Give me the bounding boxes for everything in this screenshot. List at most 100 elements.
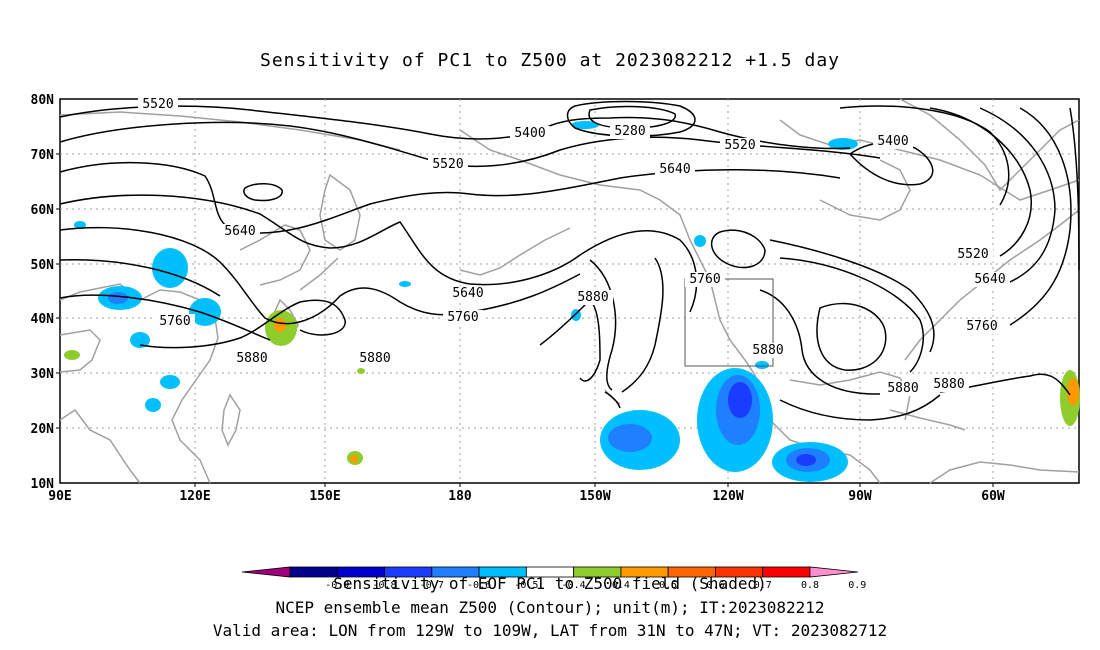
- contour-label-bg: [720, 138, 760, 153]
- contour-label: 5520: [724, 138, 755, 153]
- colorbar-tick-label: 0.9: [848, 580, 866, 591]
- contour-label: 5880: [236, 351, 267, 366]
- colorbar-arrow-high: [809, 566, 859, 578]
- lat-label: 70N: [31, 148, 55, 163]
- contour-line: [779, 394, 941, 421]
- shade-blue-r: [828, 138, 858, 150]
- colorbar-tick-label: -0.6: [467, 580, 491, 591]
- contour-label: 5640: [224, 224, 255, 239]
- coastline-philippines: [221, 393, 241, 447]
- shade-blue-u: [755, 361, 769, 369]
- shade-orange-b: [1067, 378, 1079, 406]
- lon-label: 150W: [579, 489, 610, 504]
- coastline-kuril: [299, 257, 339, 291]
- lat-label: 40N: [31, 312, 55, 327]
- lat-label: 50N: [31, 258, 55, 273]
- contour-line: [604, 391, 621, 409]
- colorbar-tick-label: -0.4: [562, 580, 586, 591]
- coastline-se-asia: [59, 408, 141, 484]
- contour-line: [59, 294, 271, 341]
- contour-line: [621, 257, 664, 393]
- sensitivity-shading: [64, 121, 1080, 482]
- colorbar-tick-label: -0.9: [325, 580, 349, 591]
- contour-label: 5880: [887, 381, 918, 396]
- contour-label: 5400: [514, 126, 545, 141]
- contour-label: 5280: [614, 124, 645, 139]
- contour-line: [710, 229, 766, 269]
- contour-line: [59, 194, 698, 313]
- contour-line: [59, 259, 221, 297]
- shade-blue-q: [571, 121, 599, 129]
- colorbar-tick-label: 0.8: [801, 580, 819, 591]
- shade-blue-s: [694, 235, 706, 247]
- lon-label: 60W: [981, 489, 1005, 504]
- coastline-kamchatka: [319, 173, 361, 251]
- lat-label: 30N: [31, 367, 55, 382]
- contour-label: 5640: [659, 162, 690, 177]
- contour-label-bg: [138, 97, 178, 112]
- contour-label: 5520: [142, 97, 173, 112]
- shade-blue-m: [130, 332, 150, 348]
- contour-label: 5880: [577, 290, 608, 305]
- contour-line: [59, 161, 841, 234]
- contour-line: [589, 259, 617, 391]
- contour-line: [779, 257, 924, 373]
- colorbar-tick-label: -0.8: [372, 580, 396, 591]
- colorbar: [241, 566, 859, 578]
- shade-blue-p: [74, 221, 86, 229]
- contour-line: [979, 107, 1056, 283]
- contour-label: 5760: [689, 272, 720, 287]
- contour-label-bg: [510, 126, 550, 141]
- coastline-greenland: [899, 98, 1080, 192]
- colorbar-tick-label: 0.4: [612, 580, 630, 591]
- contour-label: 5400: [877, 134, 908, 149]
- colorbar-tick-label: 0.5: [659, 580, 677, 591]
- shade-blue-e: [728, 382, 752, 418]
- colorbar-tick-labels: -0.9 -0.8 -0.7 -0.6 -0.5 -0.4 0.4 0.5 0.6 0.7 0.8 0…: [325, 580, 866, 591]
- contour-line: [243, 183, 283, 202]
- contour-label-bg: [883, 381, 923, 396]
- contour-label-bg: [962, 319, 1002, 334]
- coastline-arctic-islands: [779, 119, 1080, 201]
- contour-label-bg: [443, 310, 483, 325]
- contour-label-bg: [873, 134, 913, 149]
- contour-label-bg: [448, 286, 488, 301]
- shade-blue-k: [152, 248, 188, 288]
- contour-line: [929, 107, 1032, 257]
- colorbar-tick-label: 0.7: [754, 580, 772, 591]
- contour-label: 5880: [752, 343, 783, 358]
- contour-label-bg: [573, 290, 613, 305]
- shade-blue-j: [108, 292, 128, 304]
- lon-label: 150E: [309, 489, 340, 504]
- contour-label-bg: [428, 157, 468, 172]
- colorbar-tick-label: -0.5: [514, 580, 538, 591]
- lon-label: 120W: [712, 489, 743, 504]
- coastline-china: [59, 329, 101, 373]
- footer-line-2: NCEP ensemble mean Z500 (Contour); unit(…: [275, 598, 825, 617]
- coastline-aleutians: [459, 227, 571, 276]
- contour-label-bg: [220, 224, 260, 239]
- chart-title: Sensitivity of PC1 to Z500 at 2023082212…: [259, 50, 840, 71]
- contour-label: 5880: [359, 351, 390, 366]
- shade-orange-c: [350, 455, 358, 463]
- contour-label-bg: [929, 377, 969, 392]
- contour-line: [1069, 107, 1080, 271]
- shade-green-d: [64, 350, 80, 360]
- contour-label-bg: [610, 124, 650, 139]
- valid-area-box: [684, 278, 774, 367]
- contour-label: 5640: [974, 272, 1005, 287]
- contour-line: [139, 299, 346, 349]
- coastline-south-am: [929, 461, 1080, 484]
- contour-label-bg: [748, 343, 788, 358]
- lon-label: 90W: [848, 489, 872, 504]
- shade-blue-b: [608, 424, 652, 452]
- contour-label-bg: [155, 314, 195, 329]
- lon-label: 180: [448, 489, 472, 504]
- contour-line: [769, 239, 935, 353]
- contour-label-bg: [232, 351, 272, 366]
- axis-ticks: [56, 153, 994, 487]
- shade-blue-l: [189, 298, 221, 326]
- footer-line-1: Sensitivity of EOF PC1 to Z500 field (Sh…: [333, 574, 767, 593]
- contour-line: [588, 105, 676, 129]
